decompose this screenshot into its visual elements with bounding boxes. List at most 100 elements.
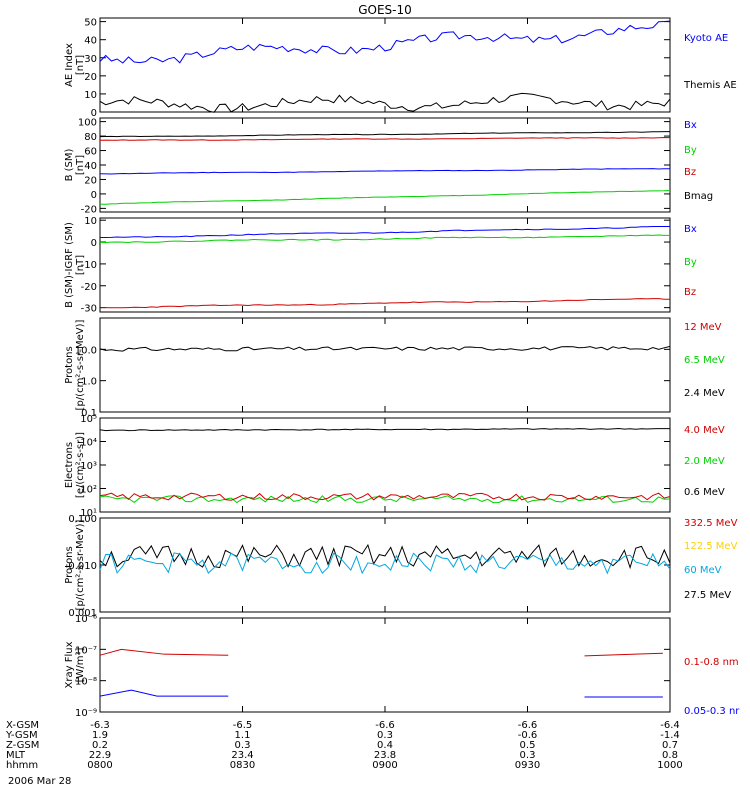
y-tick-label: 10⁻⁹ bbox=[75, 708, 97, 719]
ephemeris-value: 0.4 bbox=[377, 740, 393, 751]
y-axis-label: Protons[p/(cm²-s-sr-MeV)] bbox=[64, 319, 86, 410]
legend-0-6-mev: 0.6 MeV bbox=[684, 487, 725, 498]
legend-bmag: Bmag bbox=[684, 191, 713, 202]
series-60-mev bbox=[99, 552, 671, 575]
date-label: 2006 Mar 28 bbox=[8, 776, 71, 787]
legend-bx: Bx bbox=[684, 224, 697, 235]
y-tick-label: -20 bbox=[81, 282, 97, 293]
legend-bz: Bz bbox=[684, 167, 696, 178]
series-bx bbox=[100, 226, 670, 238]
series-0-6-mev bbox=[99, 427, 670, 432]
y-tick-label: 10⁴ bbox=[80, 438, 97, 449]
y-axis-label: Electrons[e/(cm²-s-sr)] bbox=[64, 432, 86, 498]
series-kyoto-ae bbox=[99, 20, 671, 64]
y-tick-label: 0 bbox=[91, 190, 97, 201]
series-0-05-0-3-nr bbox=[99, 689, 229, 697]
ephemeris-value: 1.9 bbox=[92, 730, 108, 741]
panel-3: -30 -20 -10 0 10B (SM)-IGRF (SM)[nT] Bx By Bz bbox=[64, 216, 697, 314]
ephemeris-value: -1.4 bbox=[660, 730, 680, 741]
y-tick-label: -10 bbox=[81, 260, 97, 271]
panel-frame bbox=[99, 117, 671, 213]
ephemeris-value: 0900 bbox=[372, 760, 397, 771]
y-tick-label: 10³ bbox=[80, 461, 97, 472]
y-tick-label: 10² bbox=[80, 485, 97, 496]
y-tick-label: 1.0 bbox=[81, 377, 97, 388]
legend-by: By bbox=[684, 145, 697, 156]
figure-title: GOES-10 bbox=[358, 3, 412, 17]
ephemeris-value: 0.3 bbox=[235, 740, 251, 751]
ephemeris-label-x-gsm: X-GSM bbox=[6, 720, 39, 731]
y-tick-label: 10⁵ bbox=[80, 414, 97, 425]
ephemeris-value: 1000 bbox=[657, 760, 682, 771]
y-tick-label: 40 bbox=[84, 36, 97, 47]
panel-frame bbox=[99, 317, 671, 413]
y-tick-label: 40 bbox=[84, 161, 97, 172]
ephemeris-value: 0.7 bbox=[662, 740, 678, 751]
series-by bbox=[99, 190, 671, 205]
legend-bx: Bx bbox=[684, 120, 697, 131]
legend-12-mev: 12 MeV bbox=[684, 322, 722, 333]
ephemeris-value: 0.8 bbox=[662, 750, 678, 761]
y-tick-label: 10 bbox=[84, 216, 97, 227]
y-axis-label: AE Index[nT] bbox=[64, 43, 86, 87]
y-tick-label: 30 bbox=[84, 54, 97, 65]
series-0-1-0-8-nm bbox=[99, 648, 229, 656]
ephemeris-value: 0.3 bbox=[520, 750, 536, 761]
legend-by: By bbox=[684, 257, 697, 268]
series-bx bbox=[99, 168, 671, 175]
y-tick-label: 10⁻⁷ bbox=[75, 645, 97, 656]
series-27-5-mev bbox=[99, 543, 671, 570]
series-bz bbox=[100, 298, 671, 309]
legend-2-0-mev: 2.0 MeV bbox=[684, 456, 725, 467]
y-tick-label: 50 bbox=[84, 18, 97, 29]
y-tick-label: 10 bbox=[84, 90, 97, 101]
panel-1: 0 10 20 30 40 50 AE Index[nT] Kyoto AE Themis AE bbox=[64, 17, 737, 119]
ephemeris-value: -6.4 bbox=[660, 720, 680, 731]
ephemeris-value: 0.2 bbox=[92, 740, 108, 751]
ephemeris-value: 22.9 bbox=[89, 750, 111, 761]
y-tick-label: 20 bbox=[84, 72, 97, 83]
y-tick-label: 0 bbox=[91, 238, 97, 249]
legend-0-1-0-8-nm: 0.1-0.8 nm bbox=[684, 657, 739, 668]
panel-7: 10⁻⁹ 10⁻⁸ 10⁻⁷ 10⁻⁶ Xray Flux[W/m²] 0.1-0.8 n… bbox=[64, 614, 740, 719]
series-bmag bbox=[99, 131, 670, 138]
legend-27-5-mev: 27.5 MeV bbox=[684, 590, 731, 601]
series-bz bbox=[99, 136, 671, 141]
ephemeris-label-y-gsm: Y-GSM bbox=[5, 730, 38, 741]
y-tick-label: 20 bbox=[84, 175, 97, 186]
panel-frame bbox=[99, 17, 671, 113]
panel-frame bbox=[99, 617, 671, 713]
ephemeris-value: -6.6 bbox=[375, 720, 395, 731]
ephemeris-label-hhmm: hhmm bbox=[6, 760, 38, 771]
legend-122-5-mev: 122.5 MeV bbox=[684, 541, 738, 552]
legend-bz: Bz bbox=[684, 287, 696, 298]
ephemeris-value: 23.8 bbox=[374, 750, 396, 761]
ephemeris-value: -6.3 bbox=[90, 720, 110, 731]
panel-frame bbox=[99, 217, 671, 313]
legend-6-5-mev: 6.5 MeV bbox=[684, 355, 725, 366]
x-axis-ephemeris: X-GSM -6.3 -6.5 -6.6 -6.6 -6.4Y-GSM 1.9 1.1 0.3-… bbox=[5, 720, 683, 771]
ephemeris-value: -6.6 bbox=[518, 720, 538, 731]
y-tick-label: 80 bbox=[84, 132, 97, 143]
legend-0-05-0-3-nr: 0.05-0.3 nr bbox=[684, 706, 740, 717]
series-0-1-0-8-nm bbox=[584, 652, 663, 657]
panels: 0 10 20 30 40 50 AE Index[nT] Kyoto AE Themis AE… bbox=[64, 17, 740, 719]
y-axis-label: B (SM)[nT] bbox=[64, 148, 86, 181]
y-tick-label: 0.010 bbox=[68, 561, 97, 572]
series-2-0-mev bbox=[99, 495, 671, 504]
legend-kyoto-ae: Kyoto AE bbox=[684, 33, 728, 44]
ephemeris-value: 23.4 bbox=[231, 750, 253, 761]
y-tick-label: 0.100 bbox=[68, 514, 97, 525]
ephemeris-value: 0830 bbox=[230, 760, 255, 771]
y-tick-label: 0.1 bbox=[81, 408, 97, 419]
legend-60-mev: 60 MeV bbox=[684, 565, 722, 576]
ephemeris-value: 1.1 bbox=[235, 730, 251, 741]
y-tick-label: -30 bbox=[81, 304, 97, 315]
legend-2-4-mev: 2.4 MeV bbox=[684, 388, 725, 399]
y-tick-label: 0.001 bbox=[68, 608, 97, 619]
ephemeris-value: 0930 bbox=[515, 760, 540, 771]
y-axis-label: Protons[p/(cm²-s-sr-MeV)] bbox=[64, 519, 86, 610]
ephemeris-label-z-gsm: Z-GSM bbox=[6, 740, 39, 751]
y-tick-label: 10⁻⁶ bbox=[75, 614, 97, 625]
